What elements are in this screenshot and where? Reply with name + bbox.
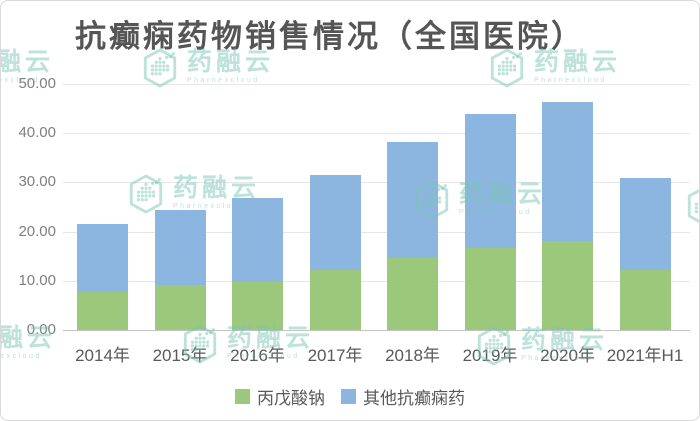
legend: 丙戊酸钠 其他抗癫痫药 <box>1 384 699 409</box>
x-tick-label: 2016年 <box>230 346 285 365</box>
bar-segment-丙戊酸钠 <box>542 240 593 330</box>
x-tick-label: 2018年 <box>385 346 440 365</box>
legend-swatch-green <box>235 389 250 404</box>
bar-segment-其他抗癫痫药 <box>542 101 593 241</box>
legend-item-valproate: 丙戊酸钠 <box>235 384 325 409</box>
brand-watermark-name: 药融云 <box>0 48 55 76</box>
bar-2014年 <box>77 223 128 330</box>
gridline-50 <box>63 84 690 85</box>
bar-segment-丙戊酸钠 <box>387 258 438 330</box>
x-tick-label: 2020年 <box>540 346 595 365</box>
bar-segment-其他抗癫痫药 <box>77 223 128 293</box>
y-tick-label: 30.00 <box>18 173 56 191</box>
x-tick-label: 2017年 <box>307 346 363 365</box>
gridline-30 <box>63 182 690 184</box>
y-tick-label: 0.00 <box>26 321 56 338</box>
x-tick-label: 2019年 <box>462 346 518 365</box>
y-tick-label: 20.00 <box>18 222 56 240</box>
gridline-40 <box>63 133 690 135</box>
bar-2021年H1 <box>619 178 671 330</box>
bar-segment-其他抗癫痫药 <box>464 114 516 249</box>
bar-segment-丙戊酸钠 <box>309 269 361 330</box>
gridline-10 <box>63 280 690 282</box>
bar-2020年 <box>542 101 593 330</box>
bar-segment-丙戊酸钠 <box>232 281 283 330</box>
legend-label: 丙戊酸钠 <box>257 389 325 408</box>
y-tick-label: 50.00 <box>18 75 56 92</box>
bar-segment-其他抗癫痫药 <box>309 174 361 270</box>
chart-title: 抗癫痫药物销售情况（全国医院） <box>75 19 585 54</box>
bar-2016年 <box>232 197 283 330</box>
legend-item-other-aeds: 其他抗癫痫药 <box>341 384 465 409</box>
legend-label: 其他抗癫痫药 <box>363 389 465 408</box>
bar-segment-其他抗癫痫药 <box>232 197 283 282</box>
y-tick-label: 10.00 <box>18 271 56 289</box>
x-tick-label: 2014年 <box>75 346 130 365</box>
bar-segment-其他抗癫痫药 <box>154 209 206 286</box>
bar-2015年 <box>154 209 206 330</box>
x-tick-label: 2021年H1 <box>606 346 684 365</box>
legend-swatch-blue <box>341 389 356 404</box>
bar-2018年 <box>387 141 438 330</box>
brand-watermark-subname: Pharnexcloud <box>0 353 42 360</box>
bar-segment-丙戊酸钠 <box>464 248 516 330</box>
brand-watermark-icon <box>685 185 699 232</box>
bar-2017年 <box>309 174 361 330</box>
gridline-20 <box>63 231 690 233</box>
x-tick-label: 2015年 <box>152 346 208 365</box>
bar-segment-丙戊酸钠 <box>619 269 671 330</box>
bar-segment-丙戊酸钠 <box>154 285 206 330</box>
y-tick-label: 40.00 <box>18 124 56 142</box>
bar-segment-其他抗癫痫药 <box>619 178 671 270</box>
bar-segment-丙戊酸钠 <box>77 292 128 330</box>
gridline-0 <box>63 330 690 331</box>
bar-segment-其他抗癫痫药 <box>387 141 438 259</box>
bar-2019年 <box>464 114 516 330</box>
